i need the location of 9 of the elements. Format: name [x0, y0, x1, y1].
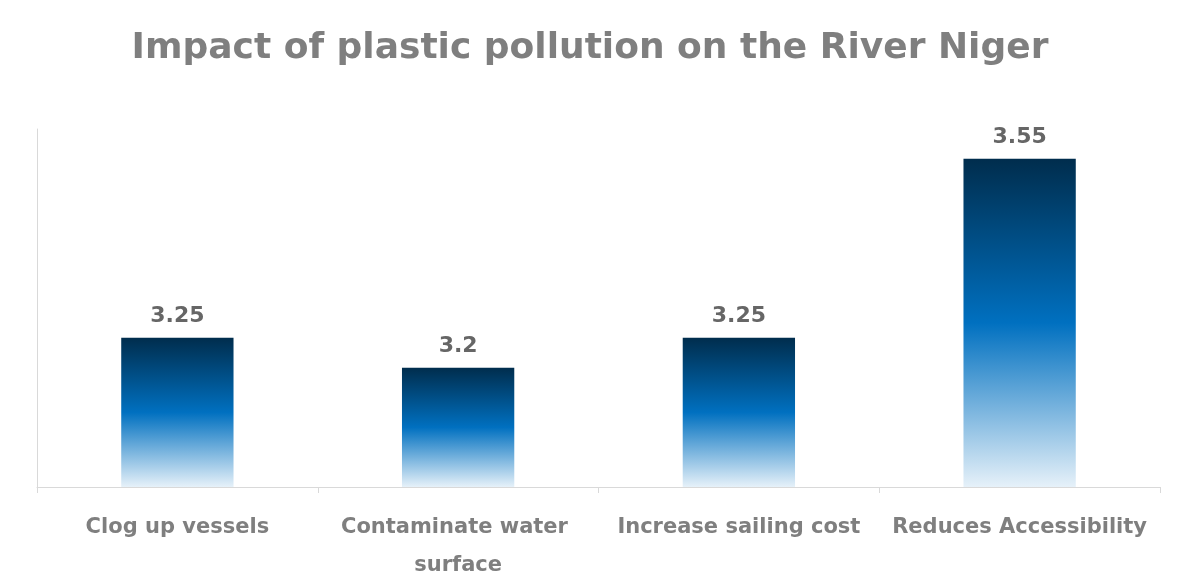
data-label: 3.25	[150, 302, 205, 328]
x-tick-label: Reduces Accessibility	[892, 514, 1148, 538]
data-label: 3.25	[711, 302, 767, 328]
x-tick-label: Contaminate water surface	[340, 514, 576, 576]
data-label: 3.2	[438, 332, 478, 358]
chart-title: Impact of plastic pollution on the River Niger	[131, 24, 1049, 66]
x-tick-label: Increase sailing cost	[617, 514, 861, 538]
data-label: 3.55	[992, 123, 1047, 149]
x-tick-label: Clog up vessels	[85, 514, 270, 538]
